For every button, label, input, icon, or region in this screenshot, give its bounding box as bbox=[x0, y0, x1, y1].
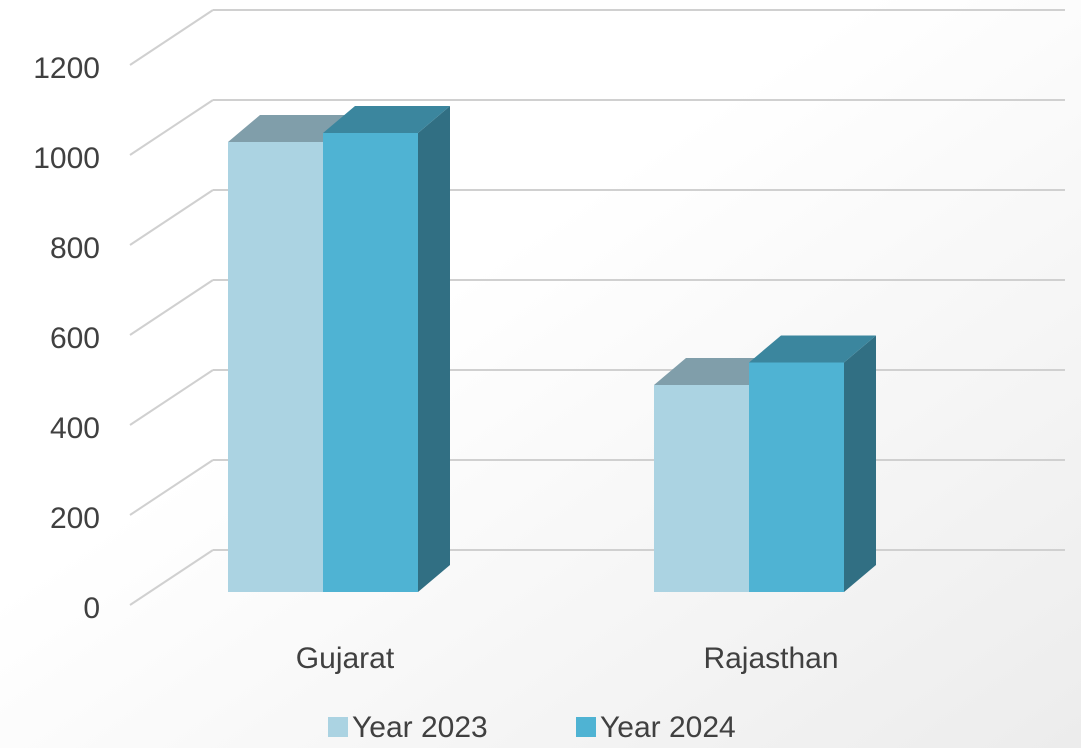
bar-top bbox=[323, 106, 450, 133]
x-tick-label: Rajasthan bbox=[703, 642, 838, 675]
legend-label: Year 2024 bbox=[600, 711, 736, 744]
bar-top bbox=[749, 335, 876, 363]
y-tick-label: 1000 bbox=[33, 142, 100, 175]
y-tick-label: 800 bbox=[50, 232, 100, 265]
grid-line-diagonal bbox=[129, 279, 214, 336]
legend-label: Year 2023 bbox=[352, 711, 488, 744]
bar bbox=[749, 362, 844, 592]
bar bbox=[654, 385, 749, 592]
y-tick-label: 0 bbox=[83, 592, 100, 625]
bar bbox=[228, 142, 323, 592]
legend-swatch bbox=[576, 717, 596, 737]
y-tick-label: 400 bbox=[50, 412, 100, 445]
grid-line-diagonal bbox=[129, 99, 214, 156]
bar bbox=[323, 133, 418, 592]
grid-line-diagonal bbox=[129, 459, 214, 516]
grid-line-diagonal bbox=[129, 189, 214, 246]
legend-swatch bbox=[328, 717, 348, 737]
grid-line-diagonal bbox=[129, 369, 214, 426]
bar-side bbox=[844, 335, 876, 592]
bar-side bbox=[418, 106, 450, 592]
y-tick-label: 200 bbox=[50, 502, 100, 535]
x-tick-label: Gujarat bbox=[296, 642, 395, 675]
grid-line-diagonal bbox=[129, 549, 214, 606]
y-tick-label: 600 bbox=[50, 322, 100, 355]
y-tick-label: 1200 bbox=[33, 52, 100, 85]
grid-line-diagonal bbox=[129, 9, 214, 66]
